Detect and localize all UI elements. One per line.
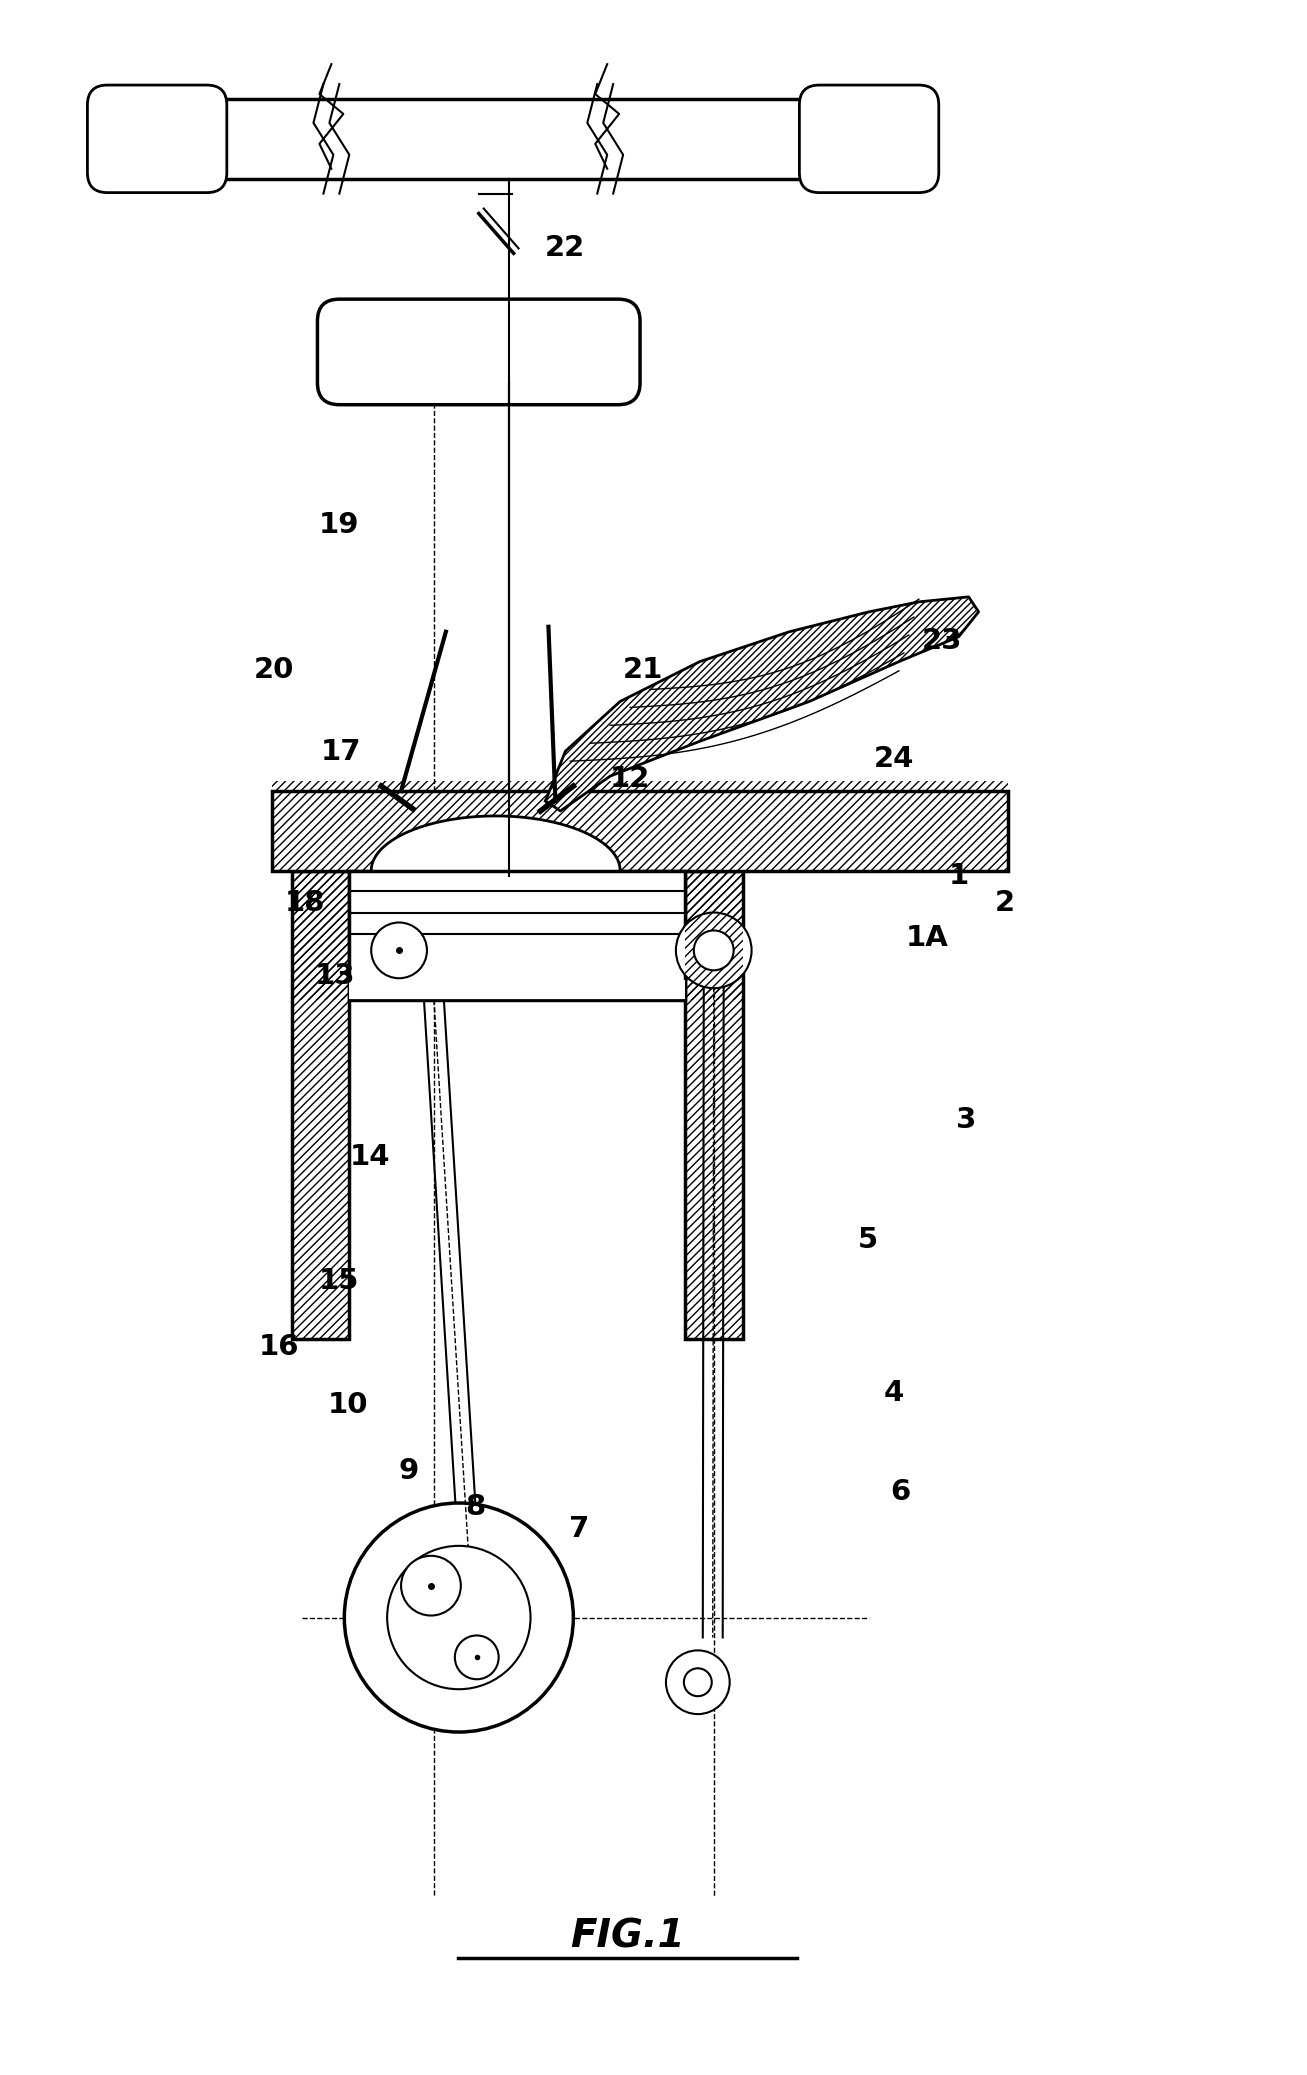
Bar — [272, 791, 1009, 872]
Text: 1A: 1A — [906, 923, 948, 952]
Text: 21: 21 — [623, 656, 663, 685]
Text: 4: 4 — [884, 1380, 904, 1407]
Text: 23: 23 — [923, 627, 963, 656]
Text: 3: 3 — [955, 1106, 976, 1135]
Text: 10: 10 — [328, 1390, 367, 1419]
Text: FIG.1: FIG.1 — [570, 1917, 685, 1955]
Text: 9: 9 — [399, 1457, 420, 1486]
Bar — [272, 780, 1009, 791]
Text: 24: 24 — [874, 745, 915, 772]
FancyBboxPatch shape — [318, 299, 640, 405]
Polygon shape — [545, 598, 979, 811]
Bar — [291, 872, 349, 1338]
Text: 6: 6 — [890, 1477, 911, 1506]
Text: 15: 15 — [319, 1268, 358, 1295]
Polygon shape — [371, 815, 620, 872]
Bar — [685, 872, 742, 1338]
Bar — [291, 872, 349, 1000]
Text: 12: 12 — [610, 766, 651, 793]
Text: 22: 22 — [545, 234, 586, 261]
Text: 8: 8 — [465, 1492, 485, 1521]
Text: 13: 13 — [315, 961, 356, 990]
Text: 19: 19 — [319, 510, 359, 540]
Bar — [291, 872, 349, 1338]
Text: 18: 18 — [285, 890, 325, 917]
Circle shape — [387, 1546, 531, 1689]
Circle shape — [684, 1668, 712, 1695]
Circle shape — [371, 923, 427, 977]
Text: 16: 16 — [259, 1334, 299, 1361]
Circle shape — [694, 930, 733, 971]
Circle shape — [401, 1556, 461, 1616]
Text: 5: 5 — [859, 1226, 878, 1253]
Bar — [685, 872, 742, 1000]
Text: 14: 14 — [349, 1143, 389, 1172]
Circle shape — [344, 1502, 574, 1733]
Circle shape — [676, 913, 752, 988]
Text: 17: 17 — [320, 739, 362, 766]
Text: 7: 7 — [569, 1515, 589, 1544]
Circle shape — [455, 1635, 499, 1679]
FancyBboxPatch shape — [88, 85, 227, 193]
Bar — [197, 100, 829, 178]
Text: 2: 2 — [995, 890, 1016, 917]
Bar — [272, 791, 1009, 872]
Bar — [685, 872, 742, 1338]
Text: 1: 1 — [949, 863, 970, 890]
Bar — [349, 979, 685, 1000]
FancyBboxPatch shape — [800, 85, 938, 193]
Circle shape — [667, 1650, 729, 1714]
Bar — [349, 872, 685, 1000]
Text: 20: 20 — [254, 656, 294, 685]
